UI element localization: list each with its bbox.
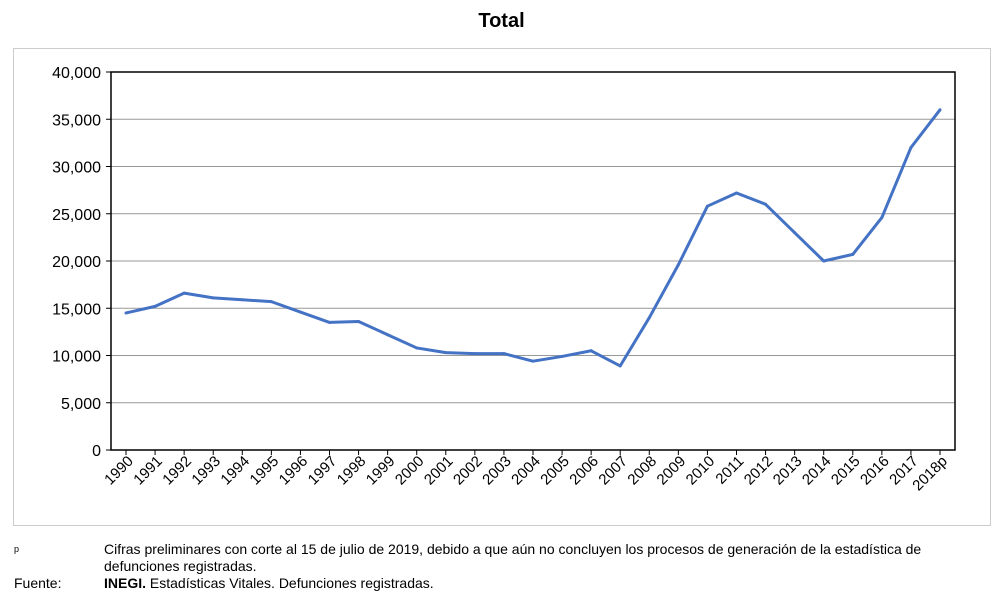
- y-tick-label: 40,000: [52, 65, 101, 82]
- x-tick-label: 2003: [479, 453, 515, 489]
- x-tick-label: 1993: [188, 453, 224, 489]
- data-point: [647, 316, 651, 320]
- footnote-text: Cifras preliminares con corte al 15 de j…: [104, 541, 922, 574]
- x-tick-label: 2010: [683, 453, 719, 489]
- footnote-marker: p: [14, 544, 20, 554]
- data-point: [182, 291, 186, 295]
- data-point: [735, 191, 738, 195]
- data-point: [618, 364, 622, 368]
- data-point: [328, 320, 331, 324]
- x-tick-label: 2005: [537, 453, 573, 489]
- x-tick-label: 2013: [770, 453, 806, 489]
- data-point: [269, 300, 273, 304]
- y-tick-label: 10,000: [52, 349, 101, 366]
- data-point: [415, 346, 419, 350]
- x-tick-label: 2006: [566, 453, 602, 489]
- data-point: [676, 263, 680, 267]
- data-point: [240, 298, 244, 302]
- x-tick-label: 1994: [217, 453, 253, 489]
- x-tick-label: 2011: [712, 453, 747, 488]
- source-org: INEGI.: [104, 575, 147, 591]
- data-point: [153, 304, 157, 308]
- line-chart: 0 5,000 10,000 15,000 20,000 25,000 30,000 35,0…: [52, 65, 956, 494]
- data-point: [822, 259, 826, 263]
- x-tick-label: 1998: [334, 453, 370, 489]
- data-point: [764, 202, 768, 206]
- x-tick-label: 2008: [624, 453, 660, 489]
- data-point: [705, 204, 709, 208]
- x-tick-label: 1997: [305, 453, 341, 489]
- data-point: [880, 216, 884, 220]
- x-tick-label: 1991: [130, 453, 166, 489]
- x-tick-label: 1990: [101, 453, 137, 489]
- data-point: [502, 352, 506, 356]
- data-point: [560, 354, 564, 358]
- x-tick-label: 2016: [857, 453, 893, 489]
- y-tick-label: 35,000: [52, 112, 101, 129]
- y-tick-label: 30,000: [52, 160, 101, 177]
- data-point: [298, 310, 302, 314]
- y-tick-label: 15,000: [52, 301, 101, 318]
- data-point: [531, 359, 535, 363]
- series-line: [125, 108, 942, 368]
- data-point: [938, 108, 942, 112]
- y-tick-label: 0: [92, 443, 101, 460]
- x-tick-label: 2000: [392, 453, 428, 489]
- data-point: [124, 311, 128, 315]
- x-tick-label: 1992: [159, 453, 195, 489]
- x-tick-label: 2015: [828, 453, 864, 489]
- x-tick-label: 1995: [247, 453, 283, 489]
- x-tick-label: 1999: [363, 453, 399, 489]
- data-point: [793, 231, 797, 235]
- y-tick-label: 25,000: [52, 207, 101, 224]
- y-tick-label: 20,000: [52, 254, 101, 271]
- data-point: [589, 349, 593, 353]
- data-point: [473, 352, 477, 356]
- data-point: [211, 296, 215, 300]
- data-point: [386, 333, 390, 337]
- x-tick-label: 2004: [508, 453, 544, 489]
- source-desc: Estadísticas Vitales. Defunciones regist…: [146, 575, 434, 591]
- x-tick-label: 2002: [450, 453, 486, 489]
- source-label: Fuente:: [14, 575, 62, 591]
- x-tick-label: 2009: [654, 453, 690, 489]
- x-tick-label: 2001: [421, 453, 457, 489]
- x-tick-label: 2012: [741, 453, 777, 489]
- data-point: [357, 319, 361, 323]
- y-tick-label: 5,000: [61, 396, 101, 413]
- chart-title: Total: [478, 10, 525, 32]
- data-point: [444, 351, 448, 355]
- chart-frame: [13, 48, 991, 526]
- x-tick-label: 2014: [799, 453, 835, 489]
- x-tick-label: 1996: [276, 453, 312, 489]
- data-point: [851, 252, 855, 256]
- data-point: [909, 146, 913, 150]
- source-text: INEGI. Estadísticas Vitales. Defunciones…: [104, 575, 434, 592]
- x-tick-label: 2007: [595, 453, 631, 489]
